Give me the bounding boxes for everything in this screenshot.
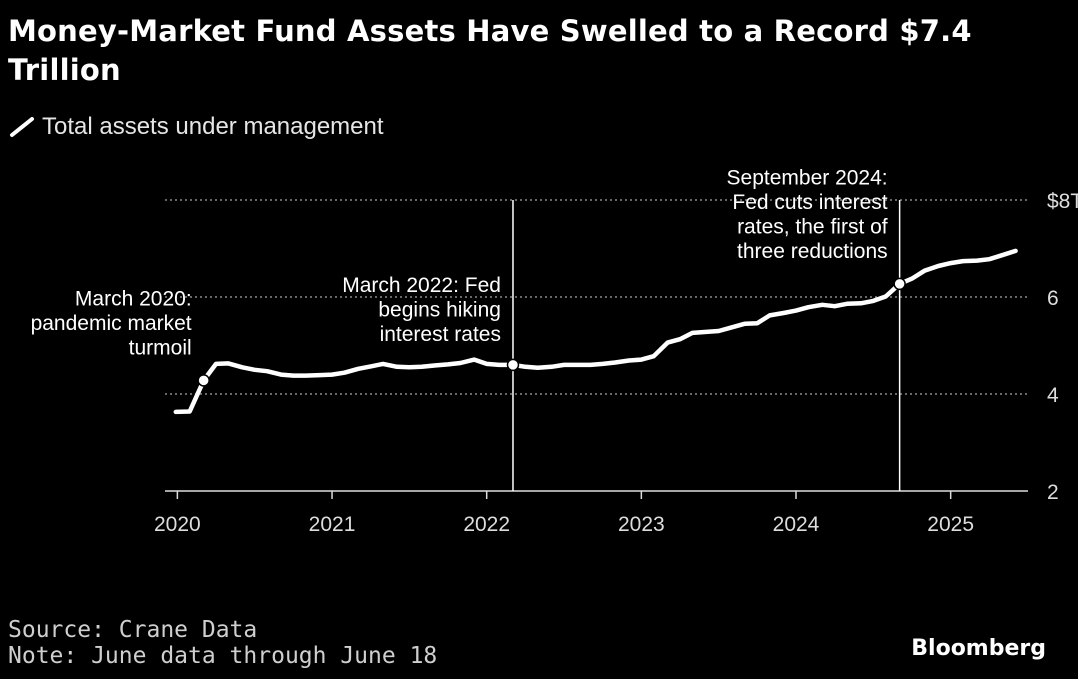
- annotation-text: pandemic market: [31, 312, 192, 335]
- annotation-text: interest rates: [380, 323, 501, 346]
- series-line: [173, 248, 1018, 415]
- bloomberg-logo: Bloomberg: [911, 636, 1046, 661]
- annotation-text: begins hiking: [378, 298, 501, 321]
- annotation-text: March 2020:: [75, 287, 192, 310]
- x-tick-label: 2021: [309, 513, 356, 536]
- legend-label: Total assets under management: [42, 113, 384, 140]
- line-chart: $8T 6 4 2 2020 2021 2022 2023 2024 2025 March 2020…: [31, 166, 1078, 536]
- source-text: Source: Crane Data: [8, 617, 258, 643]
- annotation-text: March 2022: Fed: [342, 274, 501, 297]
- y-tick-label: $8T: [1047, 190, 1078, 213]
- annotation-marker: [506, 358, 520, 372]
- x-tick-label: 2020: [154, 513, 201, 536]
- annotation-text: rates, the first of: [737, 215, 888, 238]
- annotation-marker: [893, 277, 906, 291]
- annotation-text: turmoil: [129, 336, 192, 359]
- y-tick-label: 6: [1047, 287, 1059, 310]
- annotation-text: Fed cuts interest: [732, 191, 887, 214]
- note-text: Note: June data through June 18: [8, 643, 438, 669]
- x-tick-label: 2024: [773, 513, 820, 536]
- x-tick-label: 2025: [927, 513, 974, 536]
- x-tick-label: 2023: [618, 513, 665, 536]
- annotation-text: three reductions: [737, 240, 888, 263]
- y-tick-label: 4: [1047, 384, 1059, 407]
- annotation-marker: [197, 374, 210, 387]
- legend-line-icon: [10, 117, 34, 137]
- chart-title: Money-Market Fund Assets Have Swelled to…: [8, 14, 972, 87]
- legend: Total assets under management: [8, 112, 384, 142]
- x-tick-label: 2022: [463, 513, 510, 536]
- y-tick-label: 2: [1047, 481, 1059, 504]
- annotation-text: September 2024:: [727, 166, 888, 189]
